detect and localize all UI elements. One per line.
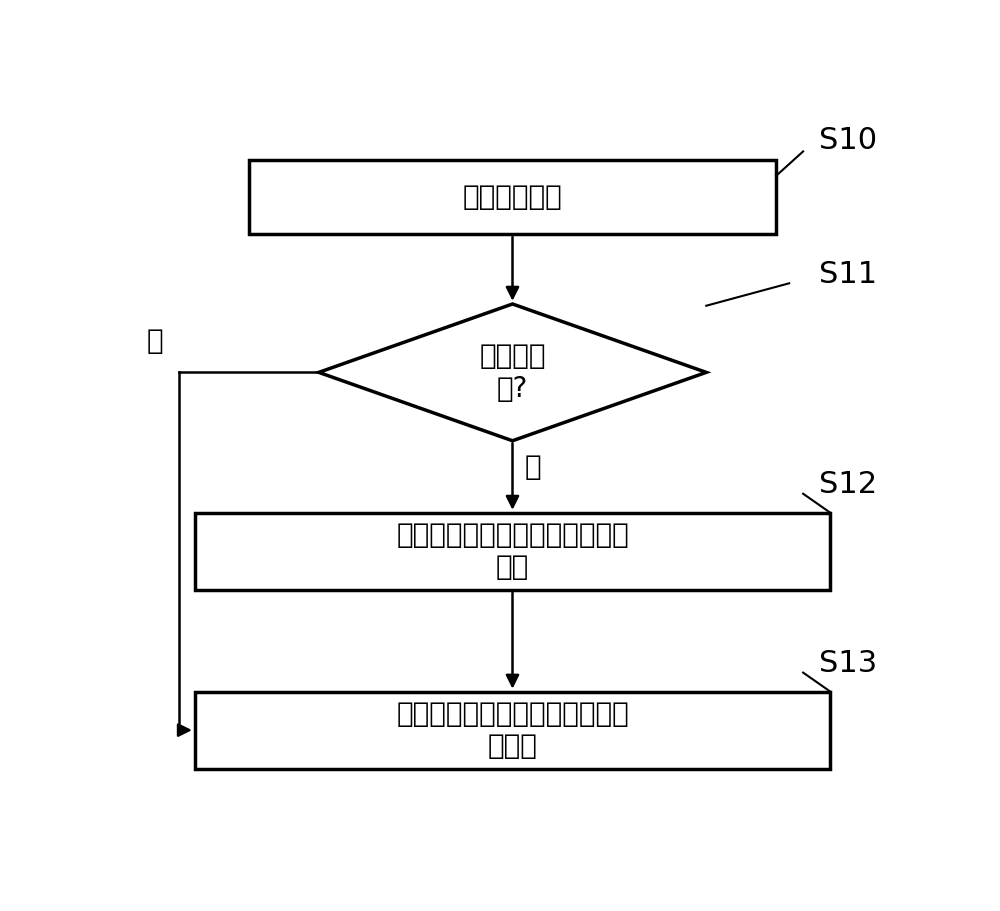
Text: 根据过热度控制方法控制空调的
冷媒: 根据过热度控制方法控制空调的 冷媒 bbox=[396, 521, 629, 581]
Text: S13: S13 bbox=[819, 649, 877, 678]
Text: S12: S12 bbox=[819, 470, 877, 499]
Text: 数量有变
化?: 数量有变 化? bbox=[479, 343, 546, 403]
Text: 根据平均温度控制方法控制空调
的冷媒: 根据平均温度控制方法控制空调 的冷媒 bbox=[396, 700, 629, 761]
FancyBboxPatch shape bbox=[195, 513, 830, 589]
Polygon shape bbox=[319, 304, 706, 441]
Text: 否: 否 bbox=[524, 453, 541, 481]
Text: 确定内机数量: 确定内机数量 bbox=[463, 183, 562, 211]
FancyBboxPatch shape bbox=[249, 160, 776, 234]
Text: 是: 是 bbox=[146, 327, 163, 354]
Text: S10: S10 bbox=[819, 127, 877, 156]
FancyBboxPatch shape bbox=[195, 691, 830, 769]
Text: S11: S11 bbox=[819, 260, 877, 289]
